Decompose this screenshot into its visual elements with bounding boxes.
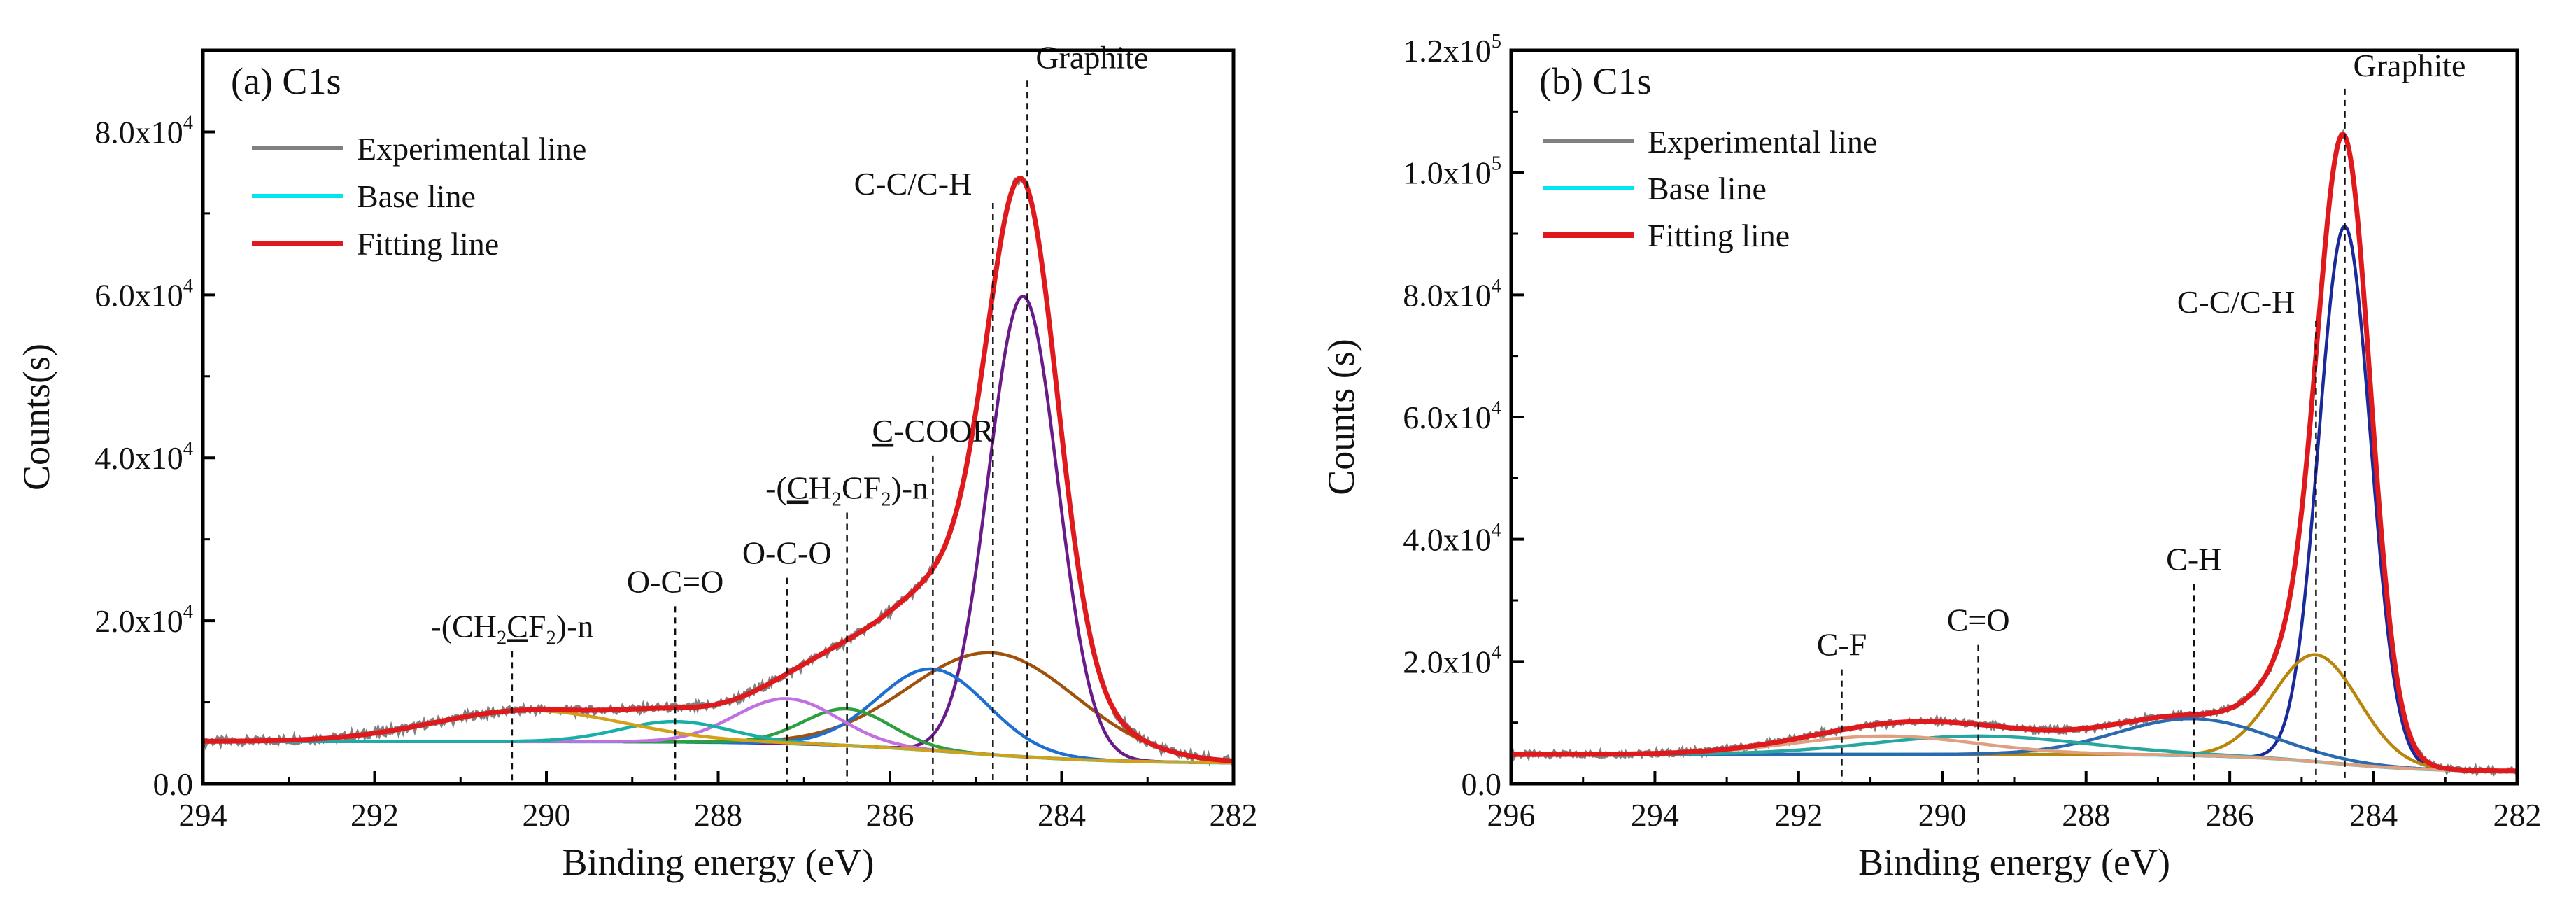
fitting-line — [1511, 132, 2517, 774]
panel-label: (b) C1s — [1539, 60, 1652, 102]
component-peak-1 — [203, 651, 1233, 763]
annotation-label: O-C=O — [627, 563, 723, 599]
x-tick-label: 296 — [1487, 797, 1536, 833]
fitting-line — [203, 176, 1233, 764]
x-axis-label: Binding energy (eV) — [1858, 841, 2170, 883]
x-tick-label: 292 — [351, 797, 399, 833]
annotation-label: -(CH2CF2)-n — [765, 470, 928, 510]
x-tick-label: 292 — [1774, 797, 1823, 833]
x-tick-label: 286 — [2206, 797, 2254, 833]
x-tick-label: 288 — [2062, 797, 2110, 833]
y-tick-label: 8.0x104 — [1403, 275, 1501, 313]
legend-label: Experimental line — [357, 131, 586, 167]
annotation-label: C-H — [2166, 541, 2221, 577]
annotation-label: -(CH2CF2)-n — [430, 608, 593, 649]
y-tick-label: 6.0x104 — [1403, 397, 1501, 435]
legend-label: Fitting line — [357, 226, 499, 262]
legend-label: Experimental line — [1648, 124, 1877, 160]
x-tick-label: 294 — [179, 797, 227, 833]
legend-label: Fitting line — [1648, 218, 1790, 253]
axes-frame — [1509, 48, 2519, 786]
panel-label: (a) C1s — [231, 60, 341, 102]
y-tick-label: 0.0 — [153, 766, 194, 802]
annotation-label: Graphite — [2353, 48, 2465, 83]
plot-area — [1511, 129, 2517, 777]
x-tick-label: 290 — [523, 797, 571, 833]
component-peak-2 — [203, 295, 1233, 765]
annotation-label: C-F — [1817, 627, 1867, 663]
y-tick-label: 4.0x104 — [1403, 520, 1501, 558]
y-tick-label: 0.0 — [1462, 766, 1502, 802]
legend-label: Base line — [357, 178, 476, 214]
y-tick-label: 8.0x104 — [94, 112, 193, 150]
y-tick-label: 4.0x104 — [94, 438, 193, 476]
y-tick-label: 1.0x105 — [1403, 153, 1501, 191]
x-tick-label: 282 — [2493, 797, 2542, 833]
legend-label: Base line — [1648, 171, 1767, 206]
y-tick-label: 2.0x104 — [1403, 642, 1501, 679]
annotation-label: O-C-O — [742, 535, 832, 571]
y-tick-label: 2.0x104 — [94, 601, 193, 639]
y-axis-label: Counts (s) — [1320, 339, 1362, 495]
experimental-line — [203, 176, 1233, 768]
plot-area — [203, 176, 1233, 768]
x-tick-label: 286 — [866, 797, 914, 833]
annotation-label: Graphite — [1035, 39, 1148, 75]
x-axis-label: Binding energy (eV) — [562, 841, 875, 883]
annotation-label: C=O — [1947, 603, 2010, 638]
x-tick-label: 284 — [1038, 797, 1086, 833]
y-axis-label: Counts(s) — [15, 344, 57, 491]
annotation-label: C-C/C-H — [854, 166, 972, 202]
panel-a-chart: Graphite C-C/C-H C-COOR -(CH2CF2)-n O-C-O O-C… — [15, 39, 1258, 883]
x-tick-label: 290 — [1918, 797, 1967, 833]
x-tick-label: 294 — [1631, 797, 1679, 833]
panel-b-chart: Graphite C-C/C-H C-H C=O C-F 296 294 292 290 288 2… — [1320, 31, 2542, 883]
x-tick-label: 284 — [2349, 797, 2398, 833]
y-tick-label: 6.0x104 — [94, 275, 193, 313]
x-tick-label: 288 — [694, 797, 742, 833]
annotation-label: C-COOR — [872, 413, 993, 449]
x-tick-label: 282 — [1210, 797, 1258, 833]
annotation-label: C-C/C-H — [2177, 284, 2295, 320]
component-peak-3 — [203, 667, 1233, 765]
y-tick-label: 1.2x105 — [1403, 31, 1501, 69]
